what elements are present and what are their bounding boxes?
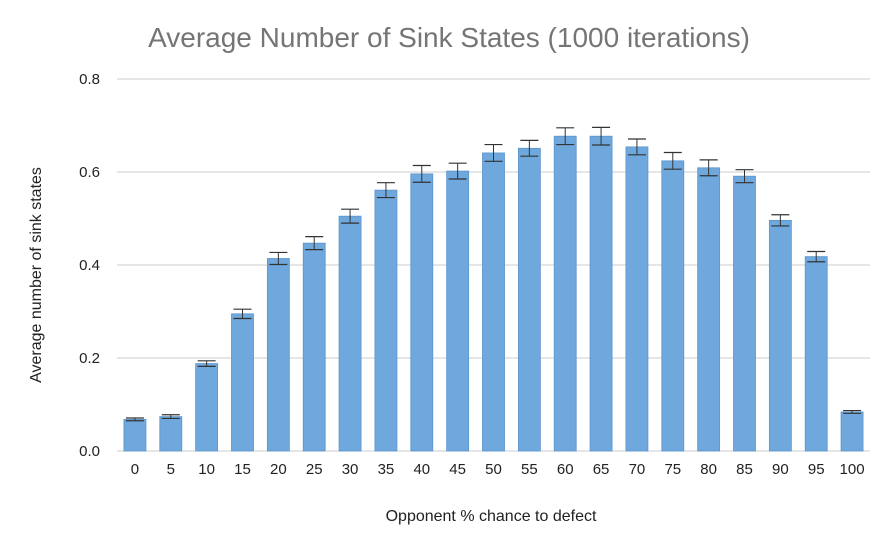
x-tick-label: 40 <box>413 461 430 478</box>
bar-85 <box>733 175 756 452</box>
bar-30 <box>338 215 362 452</box>
y-tick-label: 0.6 <box>79 164 100 181</box>
error-bar-30 <box>341 208 360 224</box>
x-tick-label: 75 <box>664 461 681 478</box>
chart-title: Average Number of Sink States (1000 iter… <box>148 22 750 53</box>
x-tick-label: 90 <box>772 461 789 478</box>
error-bar-35 <box>376 182 395 199</box>
error-bar-0 <box>125 417 144 422</box>
error-bars <box>125 126 862 422</box>
error-bar-50 <box>484 143 503 162</box>
x-tick-label: 80 <box>700 461 717 478</box>
bar-25 <box>302 242 326 452</box>
error-bar-60 <box>556 127 575 146</box>
x-tick-label: 50 <box>485 461 502 478</box>
bar-70 <box>625 146 649 452</box>
error-bar-90 <box>771 214 790 227</box>
error-bar-10 <box>197 360 216 367</box>
error-bar-40 <box>412 164 431 183</box>
error-bar-65 <box>592 126 611 146</box>
error-bar-100 <box>843 409 862 414</box>
x-tick-label: 35 <box>378 461 395 478</box>
bar-65 <box>589 135 613 452</box>
bar-100 <box>840 411 864 452</box>
x-axis-label: Opponent % chance to defect <box>386 508 597 525</box>
x-tick-label: 0 <box>131 461 139 478</box>
x-tick-label: 30 <box>342 461 359 478</box>
error-bar-70 <box>627 138 646 156</box>
x-tick-label: 70 <box>629 461 646 478</box>
bar-45 <box>446 170 470 452</box>
y-tick-label: 0.2 <box>79 350 100 367</box>
bar-95 <box>804 256 828 452</box>
bar-50 <box>482 152 505 452</box>
bar-55 <box>517 147 541 452</box>
y-tick-label: 0.4 <box>79 257 100 274</box>
error-bar-95 <box>807 250 826 263</box>
x-tick-label: 10 <box>198 461 215 478</box>
x-tick-label: 5 <box>167 461 175 478</box>
bar-60 <box>553 135 577 452</box>
x-tick-labels: 0 5 10 15 20 25 30 35 40 45 50 55 60 65 70 75 80 85 90 95 10… <box>131 461 865 478</box>
x-tick-label: 65 <box>593 461 610 478</box>
x-tick-label: 85 <box>736 461 753 478</box>
x-tick-label: 100 <box>840 461 865 478</box>
bar-75 <box>661 160 685 452</box>
x-tick-label: 25 <box>306 461 323 478</box>
bar-20 <box>266 258 290 452</box>
bar-15 <box>231 313 254 452</box>
bar-0 <box>123 418 147 452</box>
x-tick-label: 95 <box>808 461 825 478</box>
error-bar-80 <box>699 159 718 177</box>
y-tick-label: 0.0 <box>79 443 100 460</box>
bar-90 <box>768 219 792 452</box>
x-tick-label: 55 <box>521 461 538 478</box>
error-bar-5 <box>161 414 180 420</box>
error-bar-20 <box>269 251 288 266</box>
error-bar-85 <box>735 169 754 184</box>
error-bar-45 <box>448 162 467 180</box>
y-tick-labels: 0.0 0.2 0.4 0.6 0.8 <box>79 71 100 460</box>
x-tick-label: 20 <box>270 461 287 478</box>
y-tick-label: 0.8 <box>79 71 100 88</box>
bar-5 <box>159 416 183 452</box>
x-tick-label: 60 <box>557 461 574 478</box>
x-tick-label: 15 <box>234 461 251 478</box>
bar-80 <box>697 167 721 452</box>
bar-35 <box>374 189 398 452</box>
error-bar-55 <box>520 139 539 157</box>
error-bar-15 <box>233 308 252 320</box>
x-tick-label: 45 <box>449 461 466 478</box>
bars <box>123 135 864 452</box>
error-bar-25 <box>305 236 324 251</box>
y-axis-label: Average number of sink states <box>28 167 45 383</box>
bar-10 <box>195 363 219 452</box>
bar-40 <box>410 173 434 452</box>
error-bar-75 <box>663 151 682 170</box>
